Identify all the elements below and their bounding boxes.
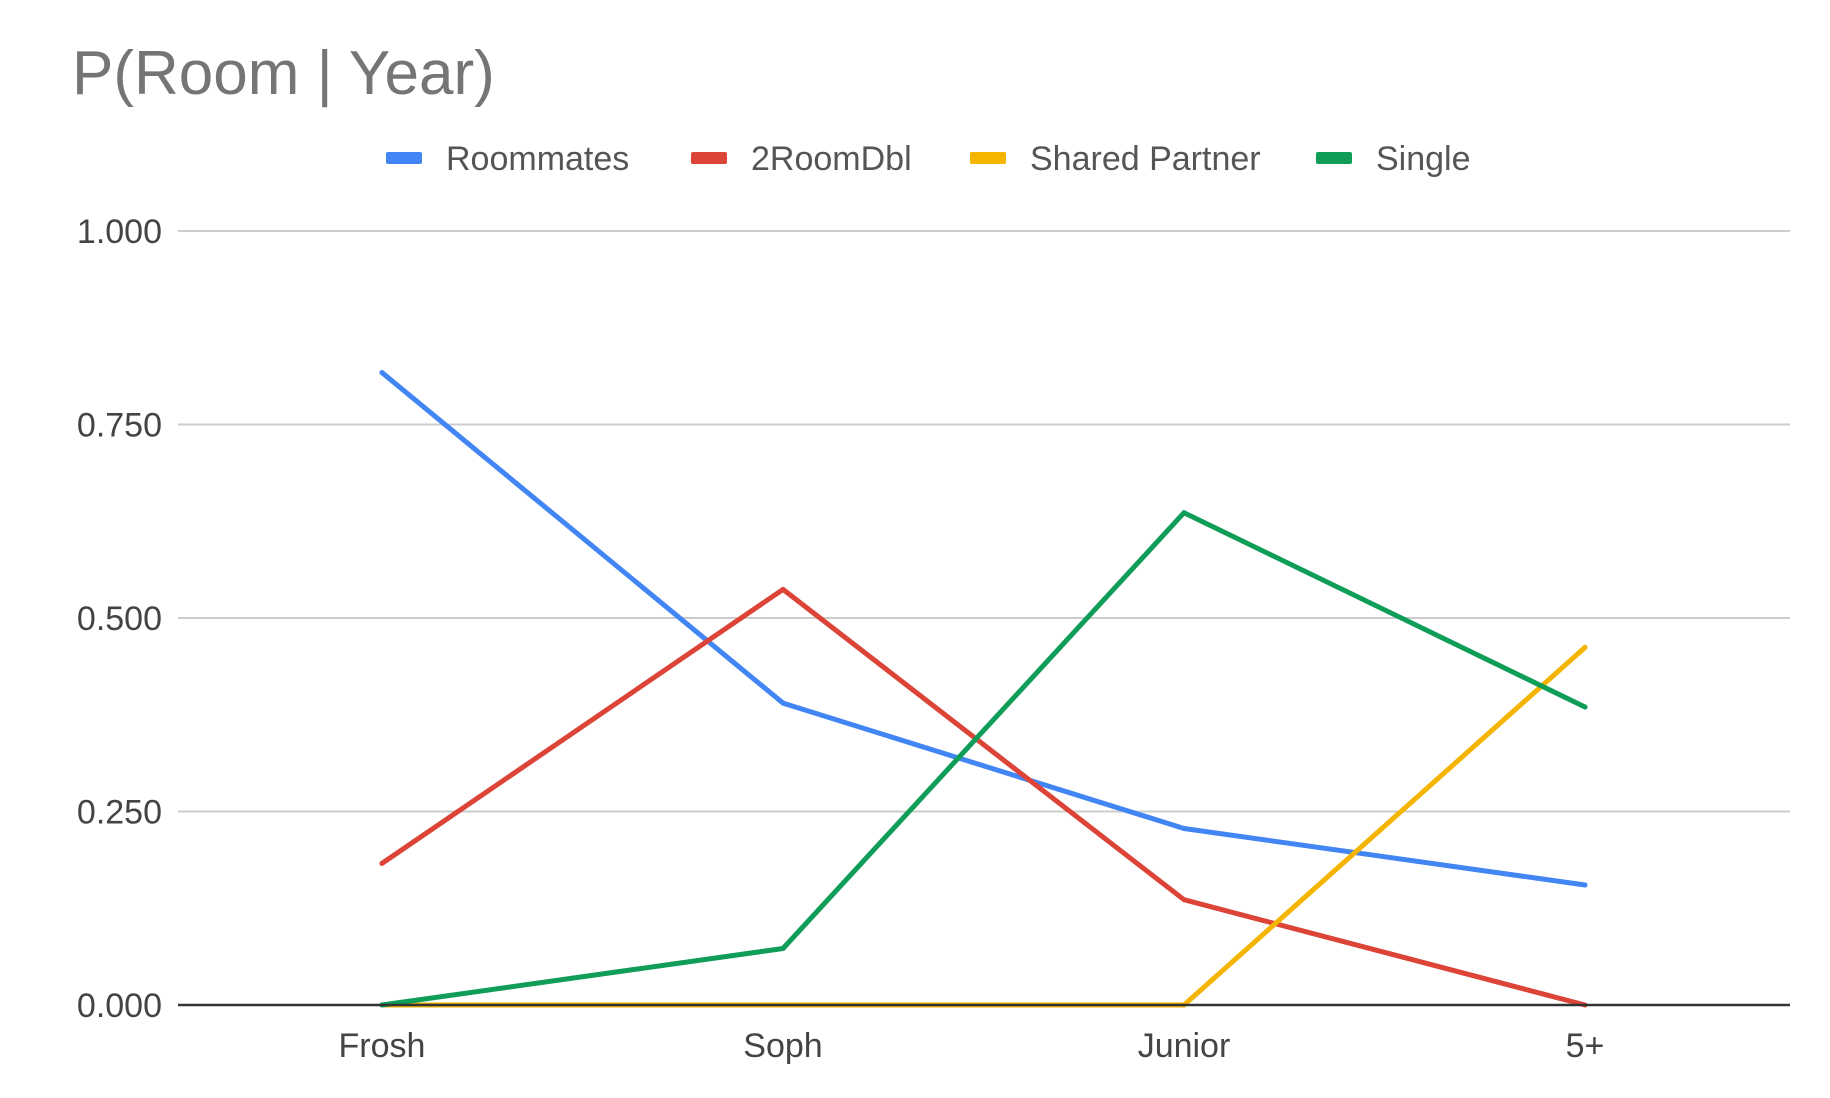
x-tick-label: Soph [743, 1027, 822, 1065]
data-point [1582, 882, 1588, 888]
legend-label: Single [1376, 140, 1471, 178]
y-tick-label: 0.000 [77, 987, 162, 1025]
data-point [379, 370, 385, 376]
data-point [1181, 897, 1187, 903]
data-point [780, 945, 786, 951]
legend-swatch [970, 152, 1006, 164]
legend-label: Roommates [446, 140, 629, 178]
legend-label: Shared Partner [1030, 140, 1261, 178]
y-tick-label: 0.750 [77, 407, 162, 445]
data-point [780, 586, 786, 592]
data-point [1181, 510, 1187, 516]
y-tick-label: 1.000 [77, 213, 162, 251]
legend-label: 2RoomDbl [751, 140, 912, 178]
legend-swatch [1316, 152, 1352, 164]
series-line-single [379, 510, 1588, 1008]
legend-swatch [386, 152, 422, 164]
y-tick-label: 0.250 [77, 794, 162, 832]
data-point [1181, 826, 1187, 832]
x-tick-label: Frosh [339, 1027, 426, 1065]
data-point [1582, 704, 1588, 710]
y-tick-label: 0.500 [77, 600, 162, 638]
x-tick-label: Junior [1138, 1027, 1231, 1065]
data-point [1582, 644, 1588, 650]
data-point [379, 860, 385, 866]
legend-swatch [691, 152, 727, 164]
series-line-2roomdbl [379, 586, 1588, 1008]
data-point [780, 700, 786, 706]
series-line-shared-partner [379, 644, 1588, 1008]
series-line-roommates [379, 370, 1588, 888]
chart-title: P(Room | Year) [72, 39, 495, 108]
x-tick-label: 5+ [1566, 1027, 1605, 1065]
